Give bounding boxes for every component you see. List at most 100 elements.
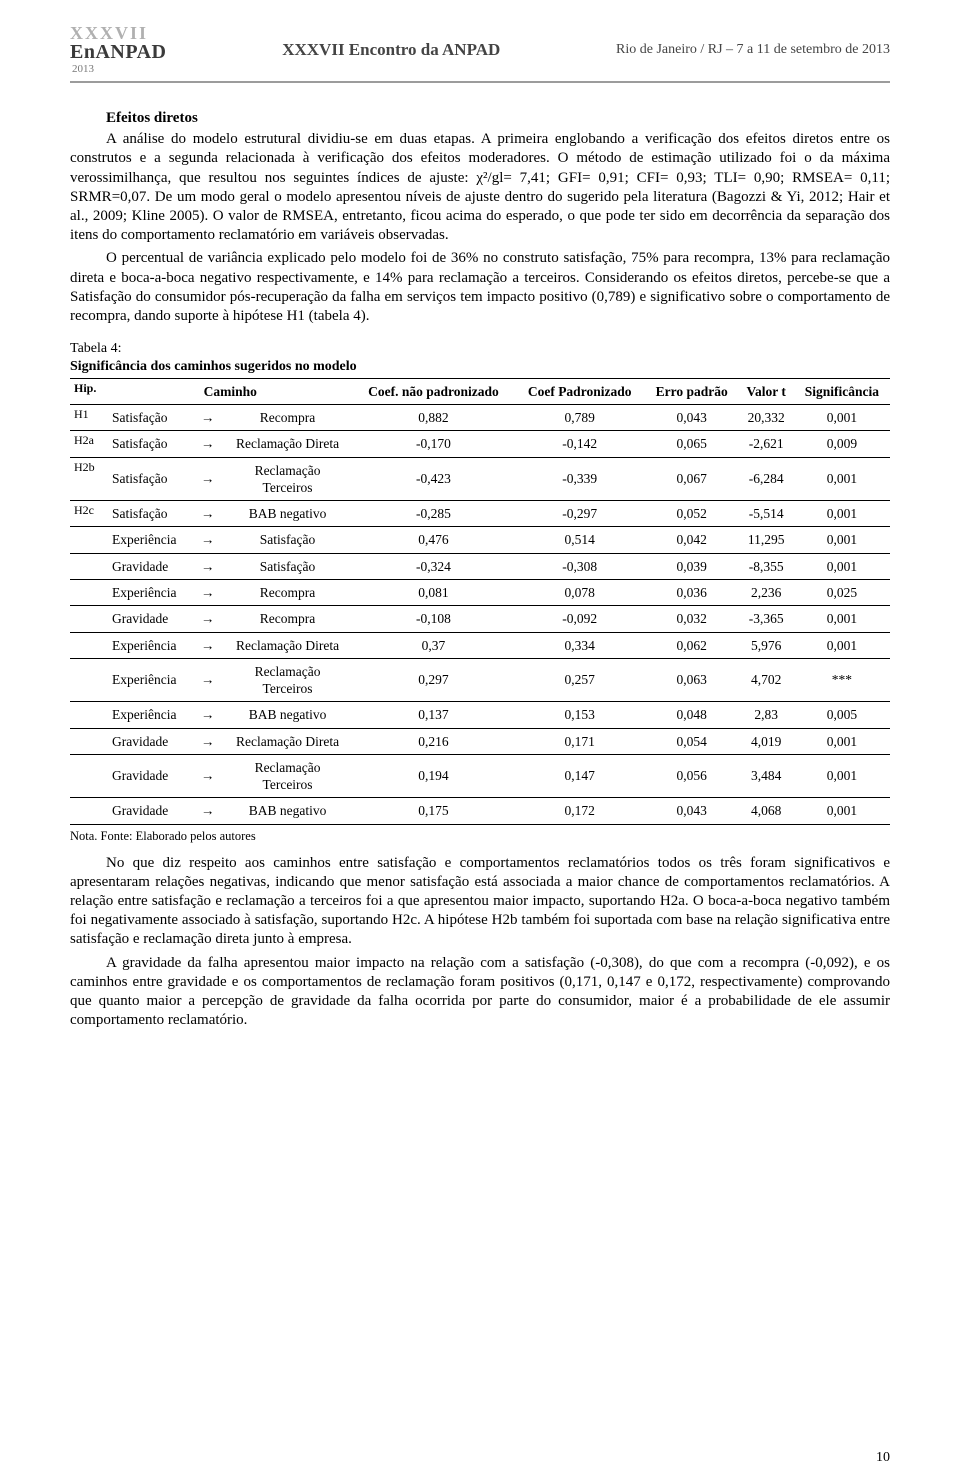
cell-to: Recompra: [223, 405, 353, 431]
arrow-icon: →: [193, 702, 223, 728]
cell-value: 0,37: [352, 632, 514, 658]
table-row: Experiência→Reclamação Direta0,370,3340,…: [70, 632, 890, 658]
logo-year: 2013: [72, 64, 166, 75]
cell-hip: H2b: [70, 457, 108, 501]
cell-value: 0,137: [352, 702, 514, 728]
cell-value: 5,976: [738, 632, 793, 658]
paragraph-1: A análise do modelo estrutural dividiu-s…: [70, 130, 890, 245]
page-header: XXXVII EnANPAD 2013 XXXVII Encontro da A…: [70, 24, 890, 83]
cell-value: -0,092: [514, 606, 644, 632]
table-row: Experiência→Recompra0,0810,0780,0362,236…: [70, 580, 890, 606]
cell-hip: [70, 754, 108, 798]
cell-value: 0,081: [352, 580, 514, 606]
cell-value: -6,284: [738, 457, 793, 501]
cell-value: 0,067: [645, 457, 739, 501]
logo-name: EnANPAD: [70, 42, 166, 62]
arrow-icon: →: [193, 606, 223, 632]
table-row: Experiência→Satisfação0,4760,5140,04211,…: [70, 527, 890, 553]
cell-value: 0,054: [645, 728, 739, 754]
table-row: Gravidade→Satisfação-0,324-0,3080,039-8,…: [70, 553, 890, 579]
cell-from: Experiência: [108, 527, 193, 553]
arrow-icon: →: [193, 728, 223, 754]
table-header-row: Hip. Caminho Coef. não padronizado Coef …: [70, 378, 890, 404]
cell-value: 0,056: [645, 754, 739, 798]
cell-value: -0,297: [514, 501, 644, 527]
header-logo: XXXVII EnANPAD 2013: [70, 24, 166, 75]
cell-value: 2,236: [738, 580, 793, 606]
cell-value: 0,062: [645, 632, 739, 658]
cell-from: Experiência: [108, 580, 193, 606]
cell-value: 0,052: [645, 501, 739, 527]
arrow-icon: →: [193, 632, 223, 658]
paragraph-2: O percentual de variância explicado pelo…: [70, 249, 890, 326]
cell-value: 0,175: [352, 798, 514, 824]
cell-hip: [70, 658, 108, 702]
cell-value: 0,043: [645, 405, 739, 431]
header-title: XXXVII Encontro da ANPAD: [282, 39, 500, 61]
cell-value: 0,194: [352, 754, 514, 798]
col-path: Caminho: [108, 378, 352, 404]
cell-value: 0,036: [645, 580, 739, 606]
cell-value: 4,702: [738, 658, 793, 702]
cell-value: 0,882: [352, 405, 514, 431]
cell-value: 0,789: [514, 405, 644, 431]
cell-value: 0,297: [352, 658, 514, 702]
col-t: Valor t: [738, 378, 793, 404]
table-row: H2bSatisfação→ReclamaçãoTerceiros-0,423-…: [70, 457, 890, 501]
cell-hip: [70, 728, 108, 754]
cell-hip: [70, 702, 108, 728]
cell-value: 0,025: [794, 580, 890, 606]
cell-value: 0,001: [794, 798, 890, 824]
table-row: Gravidade→Reclamação Direta0,2160,1710,0…: [70, 728, 890, 754]
cell-value: 0,172: [514, 798, 644, 824]
table-row: H2cSatisfação→BAB negativo-0,285-0,2970,…: [70, 501, 890, 527]
arrow-icon: →: [193, 798, 223, 824]
cell-value: 0,001: [794, 754, 890, 798]
paragraph-3: No que diz respeito aos caminhos entre s…: [70, 854, 890, 950]
logo-roman: XXXVII: [70, 24, 166, 42]
cell-value: 0,147: [514, 754, 644, 798]
cell-from: Satisfação: [108, 501, 193, 527]
cell-hip: [70, 553, 108, 579]
table-note: Nota. Fonte: Elaborado pelos autores: [70, 828, 890, 844]
cell-to: Reclamação Direta: [223, 431, 353, 457]
table-row: Gravidade→BAB negativo0,1750,1720,0434,0…: [70, 798, 890, 824]
cell-value: 0,009: [794, 431, 890, 457]
cell-to: ReclamaçãoTerceiros: [223, 457, 353, 501]
arrow-icon: →: [193, 457, 223, 501]
table-body: H1Satisfação→Recompra0,8820,7890,04320,3…: [70, 405, 890, 825]
arrow-icon: →: [193, 754, 223, 798]
cell-value: 0,063: [645, 658, 739, 702]
cell-value: 0,001: [794, 632, 890, 658]
cell-hip: [70, 580, 108, 606]
table-row: Gravidade→ReclamaçãoTerceiros0,1940,1470…: [70, 754, 890, 798]
table-row: Gravidade→Recompra-0,108-0,0920,032-3,36…: [70, 606, 890, 632]
cell-from: Satisfação: [108, 431, 193, 457]
cell-from: Gravidade: [108, 798, 193, 824]
cell-value: -0,285: [352, 501, 514, 527]
cell-hip: [70, 527, 108, 553]
arrow-icon: →: [193, 553, 223, 579]
arrow-icon: →: [193, 405, 223, 431]
header-venue: Rio de Janeiro / RJ – 7 a 11 de setembro…: [616, 41, 890, 59]
cell-to: Satisfação: [223, 553, 353, 579]
col-coef-std: Coef Padronizado: [514, 378, 644, 404]
section-heading: Efeitos diretos: [106, 109, 890, 128]
cell-from: Satisfação: [108, 405, 193, 431]
cell-hip: [70, 606, 108, 632]
page-number: 10: [876, 1449, 890, 1467]
cell-value: -0,423: [352, 457, 514, 501]
cell-hip: [70, 632, 108, 658]
cell-hip: H1: [70, 405, 108, 431]
col-hip: Hip.: [70, 378, 108, 404]
cell-from: Gravidade: [108, 553, 193, 579]
cell-value: 0,334: [514, 632, 644, 658]
cell-value: ***: [794, 658, 890, 702]
table-subcaption: Significância dos caminhos sugeridos no …: [70, 358, 890, 376]
cell-to: Reclamação Direta: [223, 728, 353, 754]
cell-to: Recompra: [223, 580, 353, 606]
cell-from: Experiência: [108, 702, 193, 728]
cell-value: 4,068: [738, 798, 793, 824]
paragraph-4: A gravidade da falha apresentou maior im…: [70, 954, 890, 1031]
arrow-icon: →: [193, 431, 223, 457]
